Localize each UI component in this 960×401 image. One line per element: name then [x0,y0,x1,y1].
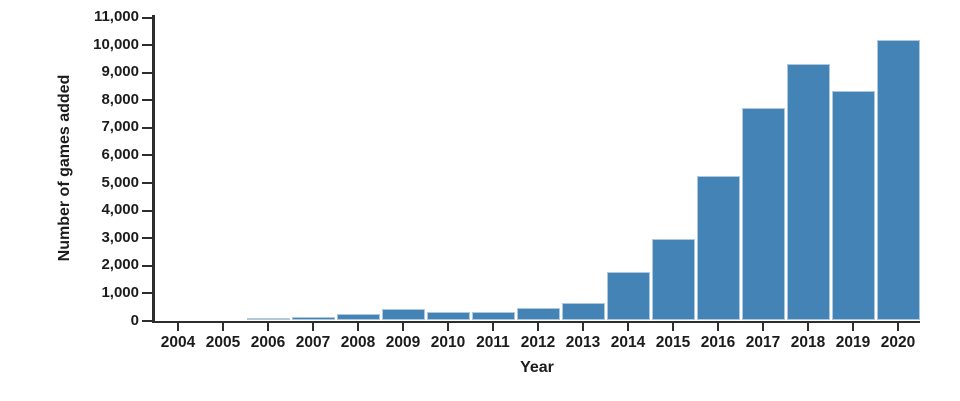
x-tick-label-2011: 2011 [476,333,510,351]
y-axis-tick [142,99,152,102]
x-tick-label-2010: 2010 [430,333,466,351]
y-tick-label: 7,000 [101,118,139,136]
x-tick-label-2008: 2008 [340,333,376,351]
x-tick-label-2018: 2018 [790,333,826,351]
bar-2009 [381,309,425,321]
bar-2013 [561,303,605,321]
x-tick-label-2009: 2009 [385,333,421,351]
y-tick-label: 6,000 [101,145,139,163]
y-tick-label: 5,000 [101,173,139,191]
y-axis-tick [142,320,152,322]
x-axis-tick [852,323,854,331]
x-axis-tick [177,323,179,331]
x-axis-tick [717,323,719,331]
bar-2017 [741,108,785,321]
x-axis-tick [762,323,764,331]
bar-2019 [831,91,875,321]
x-axis-tick [357,323,359,331]
bar-2015 [651,239,695,321]
x-axis-tick [627,323,629,331]
y-axis-tick [142,264,152,267]
x-tick-label-2019: 2019 [835,333,871,351]
y-axis-tick [142,71,152,74]
x-axis-line [152,320,920,323]
y-tick-label: 2,000 [101,256,139,274]
y-axis-tick [142,237,152,240]
bar-2006 [246,318,290,321]
y-axis-tick [142,292,152,295]
y-axis-tick [142,126,152,129]
y-tick-label: 0 [130,311,139,329]
y-tick-label: 3,000 [101,228,139,246]
x-tick-label-2015: 2015 [655,333,691,351]
x-axis-tick [267,323,269,331]
x-tick-label-2013: 2013 [565,333,601,351]
y-tick-label: 1,000 [101,283,139,301]
x-tick-label-2006: 2006 [250,333,286,351]
y-tick-label: 11,000 [93,8,139,25]
y-tick-label: 8,000 [101,90,139,108]
bar-2011 [471,311,515,321]
y-axis-tick [142,182,152,185]
x-tick-label-2007: 2007 [295,333,331,351]
x-axis-tick [492,323,494,331]
y-axis-line [152,15,155,323]
bar-2008 [336,314,380,321]
y-tick-label: 9,000 [101,63,139,81]
y-axis-tick [142,16,152,19]
x-axis-tick [807,323,809,331]
x-axis-tick [222,323,224,331]
bar-2007 [291,316,335,321]
x-tick-label-2012: 2012 [520,333,556,351]
x-tick-label-2016: 2016 [700,333,736,351]
bar-2010 [426,311,470,321]
x-axis-tick [402,323,404,331]
bar-2016 [696,175,740,321]
x-tick-label-2017: 2017 [745,333,781,351]
x-axis-title: Year [520,359,554,376]
y-axis-tick [142,209,152,212]
x-tick-label-2014: 2014 [610,333,646,351]
x-axis-tick [312,323,314,331]
y-axis-tick [142,44,152,47]
x-axis-tick [537,323,539,331]
bar-2020 [876,40,920,321]
bar-2018 [786,63,830,321]
x-axis-tick [447,323,449,331]
y-axis-tick [142,154,152,157]
x-axis-tick [897,323,899,331]
x-tick-label-2020: 2020 [880,333,916,351]
y-tick-label: 10,000 [93,35,139,53]
x-tick-label-2004: 2004 [160,333,196,351]
y-tick-label: 4,000 [101,201,139,219]
x-axis-tick [582,323,584,331]
x-axis-tick [672,323,674,331]
bar-2012 [516,308,560,321]
bar-2014 [606,272,650,321]
x-tick-label-2005: 2005 [205,333,241,351]
